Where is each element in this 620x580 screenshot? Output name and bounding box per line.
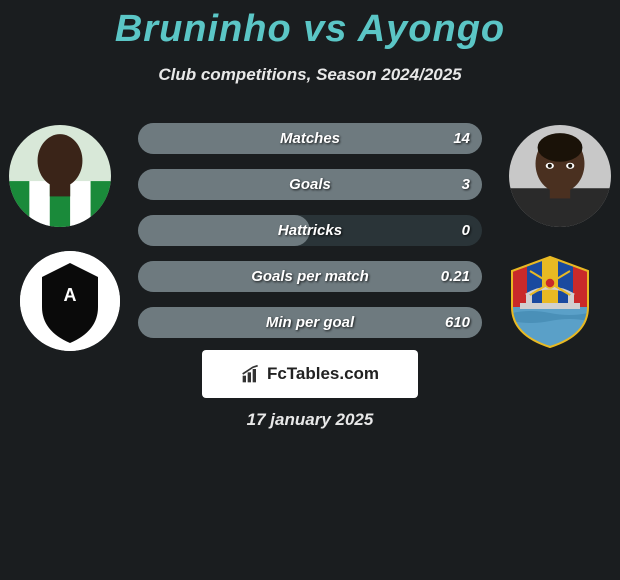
vs-text: vs: [303, 8, 347, 50]
player1-avatar: [9, 125, 111, 227]
player2-avatar: [509, 125, 611, 227]
stat-right-value: 610: [445, 307, 470, 338]
stat-right-value: 0: [462, 215, 470, 246]
stat-row: Hattricks0: [138, 215, 482, 246]
stat-row: Min per goal610: [138, 307, 482, 338]
stat-row: Matches14: [138, 123, 482, 154]
page-title: Bruninho vs Ayongo: [0, 0, 620, 51]
stat-label: Hattricks: [138, 215, 482, 246]
club1-badge: A: [20, 251, 120, 351]
stat-right-value: 14: [453, 123, 470, 154]
stat-right-value: 3: [462, 169, 470, 200]
date-text: 17 january 2025: [0, 410, 620, 430]
stat-right-value: 0.21: [441, 261, 470, 292]
club2-badge: [500, 251, 600, 351]
stat-label: Goals per match: [138, 261, 482, 292]
chart-icon: [241, 364, 261, 384]
subtitle: Club competitions, Season 2024/2025: [0, 65, 620, 85]
brand-logo: FcTables.com: [202, 350, 418, 398]
brand-text: FcTables.com: [267, 364, 379, 384]
svg-text:A: A: [64, 285, 77, 305]
stat-label: Goals: [138, 169, 482, 200]
stats-bars: Matches14 Goals3 Hattricks0 Goals per match…: [138, 123, 482, 353]
player2-name: Ayongo: [358, 8, 505, 50]
stat-label: Min per goal: [138, 307, 482, 338]
player1-name: Bruninho: [115, 8, 292, 50]
stat-row: Goals per match0.21: [138, 261, 482, 292]
stat-label: Matches: [138, 123, 482, 154]
stat-row: Goals3: [138, 169, 482, 200]
